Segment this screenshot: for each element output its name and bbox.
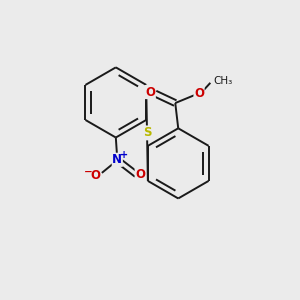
Text: O: O	[145, 85, 155, 98]
Text: −: −	[84, 167, 93, 177]
Text: N: N	[112, 153, 122, 166]
Text: S: S	[143, 126, 151, 140]
Text: +: +	[120, 150, 128, 160]
Text: O: O	[194, 87, 204, 100]
Text: O: O	[90, 169, 100, 182]
Text: CH₃: CH₃	[213, 76, 232, 86]
Text: O: O	[135, 168, 145, 181]
